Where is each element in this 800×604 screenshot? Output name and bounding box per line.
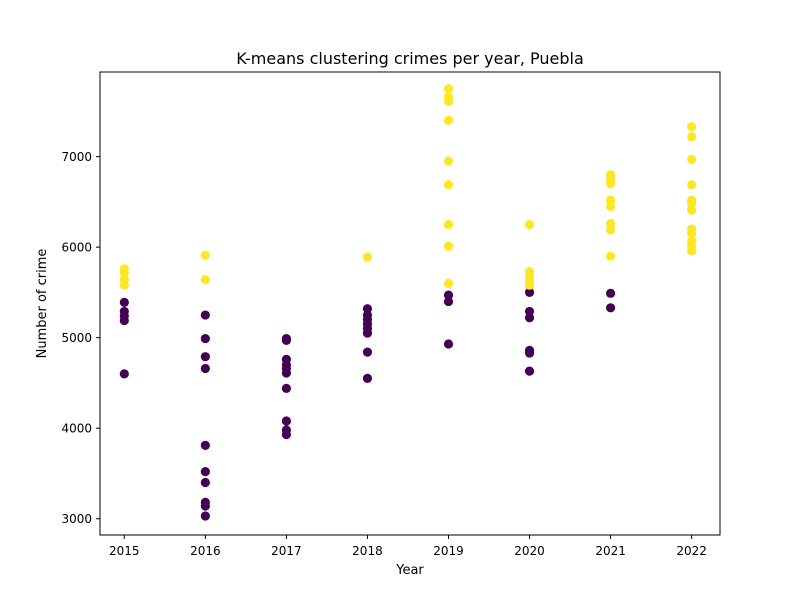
data-point-cluster-0 xyxy=(443,339,454,349)
data-point-cluster-1 xyxy=(687,122,697,132)
data-point-cluster-0 xyxy=(200,440,210,450)
data-point-cluster-1 xyxy=(443,96,454,107)
data-point-cluster-0 xyxy=(524,306,535,317)
data-point-cluster-0 xyxy=(524,348,535,358)
y-axis-label: Number of crime xyxy=(35,249,50,359)
data-point-cluster-1 xyxy=(119,280,129,290)
x-tick-label: 2018 xyxy=(352,544,383,558)
data-point-cluster-0 xyxy=(362,373,373,383)
data-point-cluster-0 xyxy=(524,313,535,323)
data-point-cluster-1 xyxy=(687,228,697,239)
data-point-cluster-1 xyxy=(605,225,616,235)
data-point-cluster-0 xyxy=(200,477,210,488)
data-points-layer xyxy=(119,84,697,521)
data-point-cluster-1 xyxy=(119,268,129,278)
data-point-cluster-0 xyxy=(362,328,373,338)
data-point-cluster-0 xyxy=(524,366,535,376)
data-point-cluster-0 xyxy=(200,467,210,477)
data-point-cluster-1 xyxy=(687,154,697,164)
data-point-cluster-0 xyxy=(281,335,292,345)
data-point-cluster-0 xyxy=(281,416,292,426)
data-point-cluster-0 xyxy=(524,287,535,298)
data-point-cluster-0 xyxy=(605,288,616,298)
x-tick-label: 2015 xyxy=(109,544,140,558)
data-point-cluster-1 xyxy=(443,115,454,126)
x-axis-label: Year xyxy=(395,563,424,578)
data-point-cluster-1 xyxy=(687,199,697,209)
data-point-cluster-0 xyxy=(281,429,292,440)
data-point-cluster-0 xyxy=(443,296,454,307)
x-tick-label: 2022 xyxy=(676,544,707,558)
x-tick-label: 2019 xyxy=(433,544,464,558)
data-point-cluster-1 xyxy=(362,252,373,262)
data-point-cluster-1 xyxy=(605,195,616,205)
data-point-cluster-0 xyxy=(119,369,129,379)
data-point-cluster-0 xyxy=(200,511,210,521)
plot-area-frame xyxy=(99,71,721,536)
data-point-cluster-1 xyxy=(524,280,535,290)
data-point-cluster-1 xyxy=(524,219,535,230)
data-point-cluster-1 xyxy=(443,180,454,190)
data-point-cluster-1 xyxy=(687,205,697,215)
y-tick-label: 3000 xyxy=(61,512,92,526)
y-axis: 3000 4000 5000 6000 7000 xyxy=(61,150,100,526)
x-tick-label: 2017 xyxy=(271,544,302,558)
data-point-cluster-0 xyxy=(200,333,210,344)
data-point-cluster-1 xyxy=(200,250,210,260)
data-point-cluster-0 xyxy=(362,347,373,357)
data-point-cluster-1 xyxy=(443,84,454,94)
data-point-cluster-1 xyxy=(605,201,616,212)
data-point-cluster-0 xyxy=(200,501,210,511)
data-point-cluster-0 xyxy=(119,297,129,307)
data-point-cluster-1 xyxy=(605,219,616,229)
y-tick-label: 7000 xyxy=(61,150,92,164)
data-point-cluster-1 xyxy=(200,275,210,285)
data-point-cluster-1 xyxy=(443,156,454,166)
data-point-cluster-0 xyxy=(281,368,292,378)
x-tick-label: 2021 xyxy=(595,544,626,558)
data-point-cluster-0 xyxy=(281,383,292,393)
x-tick-label: 2016 xyxy=(190,544,221,558)
data-point-cluster-0 xyxy=(200,363,210,374)
y-tick-label: 5000 xyxy=(61,331,92,345)
data-point-cluster-0 xyxy=(200,310,210,320)
data-point-cluster-0 xyxy=(200,352,210,362)
data-point-cluster-1 xyxy=(687,132,697,142)
y-tick-label: 4000 xyxy=(61,422,92,436)
data-point-cluster-0 xyxy=(362,304,373,314)
chart-title: K-means clustering crimes per year, Pueb… xyxy=(236,49,584,68)
y-tick-label: 6000 xyxy=(61,241,92,255)
data-point-cluster-1 xyxy=(687,246,697,256)
x-tick-label: 2020 xyxy=(514,544,545,558)
data-point-cluster-1 xyxy=(443,219,454,230)
x-axis: 2015 2016 2017 2018 2019 2020 2021 2022 xyxy=(109,535,707,558)
data-point-cluster-1 xyxy=(443,241,454,251)
data-point-cluster-1 xyxy=(605,251,616,261)
data-point-cluster-0 xyxy=(443,290,454,300)
data-point-cluster-0 xyxy=(605,303,616,313)
data-point-cluster-1 xyxy=(443,278,454,288)
data-point-cluster-0 xyxy=(119,315,129,326)
data-point-cluster-1 xyxy=(605,179,616,189)
data-point-cluster-1 xyxy=(687,180,697,190)
